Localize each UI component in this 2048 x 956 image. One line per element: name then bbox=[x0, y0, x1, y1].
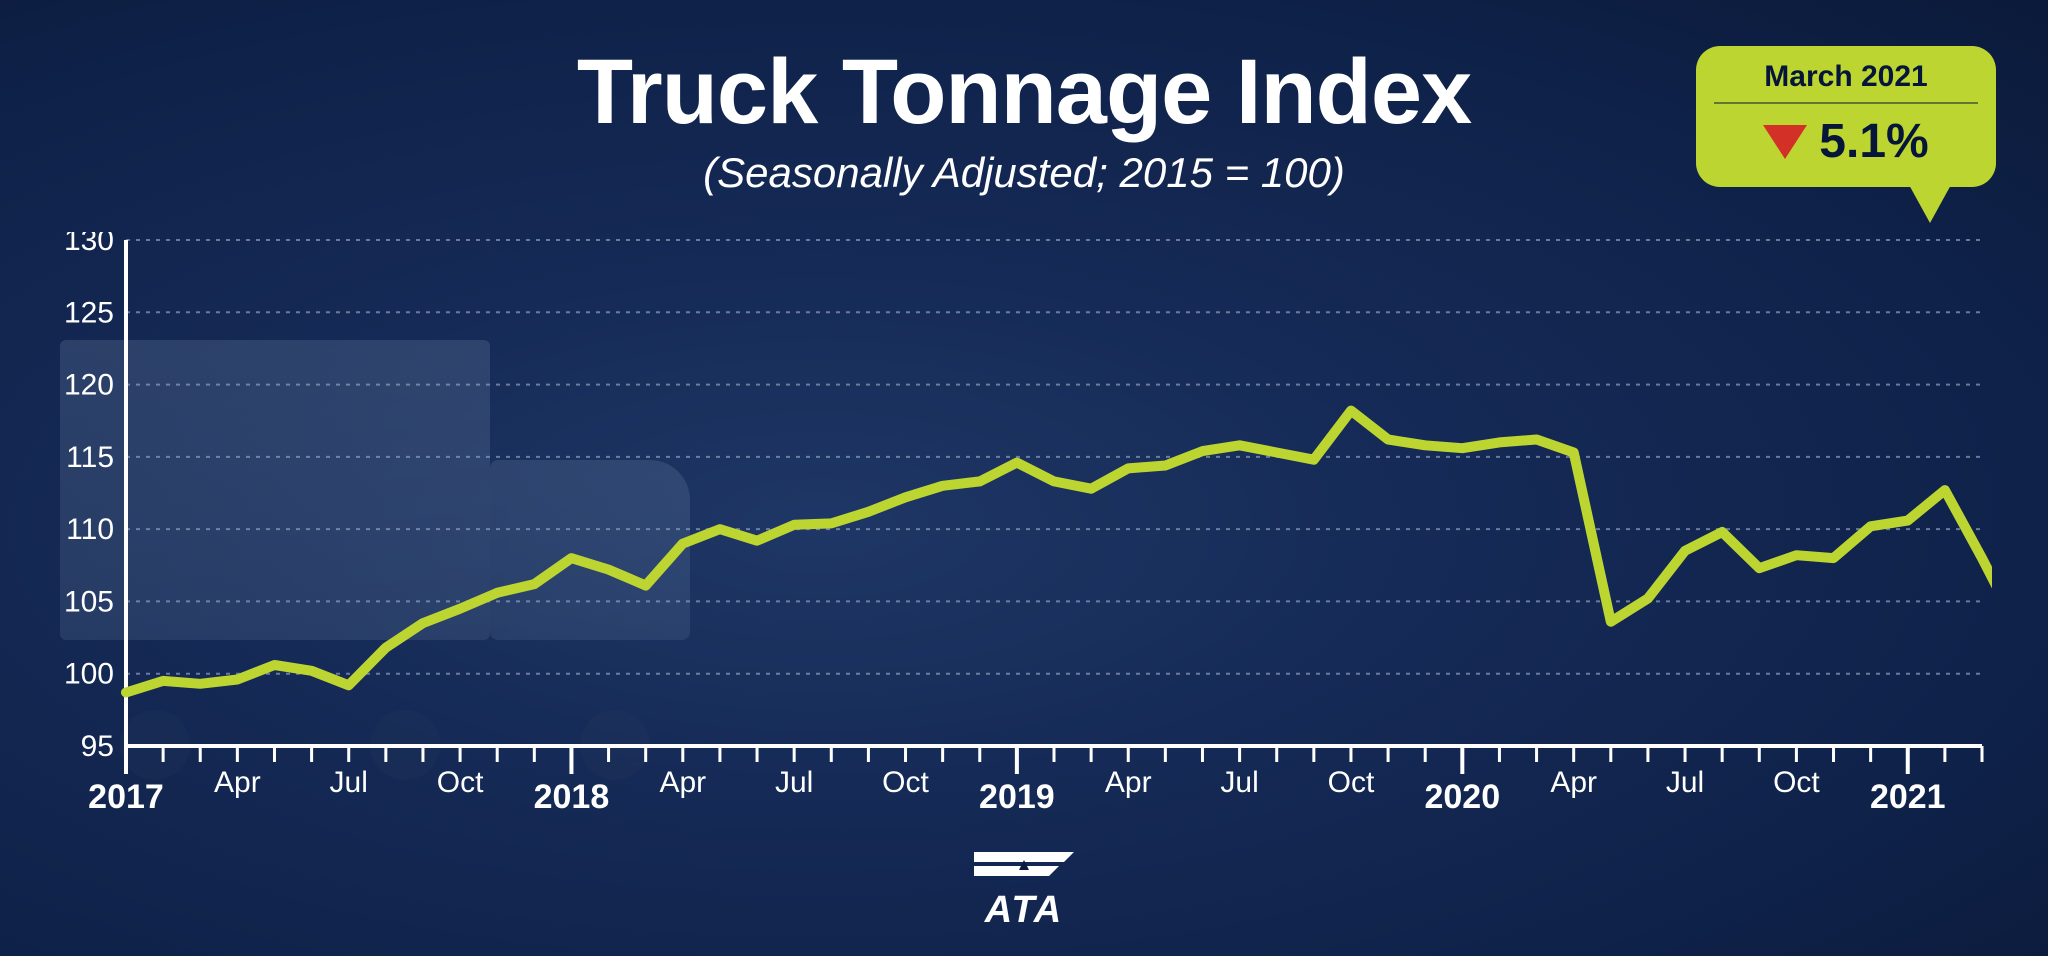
svg-text:2018: 2018 bbox=[534, 778, 610, 816]
ata-logo: ATA bbox=[0, 840, 2048, 932]
svg-text:105: 105 bbox=[64, 585, 114, 618]
svg-text:Oct: Oct bbox=[1328, 766, 1375, 799]
ata-logo-text: ATA bbox=[0, 889, 2048, 932]
svg-text:Jul: Jul bbox=[1220, 766, 1258, 799]
svg-text:Oct: Oct bbox=[1773, 766, 1820, 799]
svg-text:Jul: Jul bbox=[1666, 766, 1704, 799]
down-arrow-icon bbox=[1763, 125, 1807, 159]
svg-text:120: 120 bbox=[64, 369, 114, 402]
svg-text:2019: 2019 bbox=[979, 778, 1055, 816]
svg-text:Apr: Apr bbox=[659, 766, 706, 799]
svg-text:Apr: Apr bbox=[214, 766, 261, 799]
svg-text:Jul: Jul bbox=[330, 766, 368, 799]
line-chart: 95 100 105 110 115 120 125 130 Apr Jul Oct Apr Jul Oc… bbox=[56, 232, 1992, 826]
callout-value: 5.1% bbox=[1819, 114, 1928, 169]
svg-text:Apr: Apr bbox=[1105, 766, 1152, 799]
svg-text:95: 95 bbox=[81, 730, 114, 763]
svg-text:2017: 2017 bbox=[88, 778, 164, 816]
svg-text:Oct: Oct bbox=[882, 766, 929, 799]
svg-text:Oct: Oct bbox=[437, 766, 484, 799]
svg-text:110: 110 bbox=[66, 513, 114, 546]
change-callout: March 2021 5.1% bbox=[1696, 46, 1996, 187]
svg-text:130: 130 bbox=[64, 232, 114, 257]
svg-text:125: 125 bbox=[64, 296, 114, 329]
svg-text:2021: 2021 bbox=[1870, 778, 1946, 816]
svg-text:Jul: Jul bbox=[775, 766, 813, 799]
svg-text:2020: 2020 bbox=[1424, 778, 1500, 816]
svg-text:115: 115 bbox=[66, 441, 114, 474]
svg-text:100: 100 bbox=[64, 658, 114, 691]
svg-text:Apr: Apr bbox=[1550, 766, 1597, 799]
callout-date: March 2021 bbox=[1714, 60, 1978, 104]
